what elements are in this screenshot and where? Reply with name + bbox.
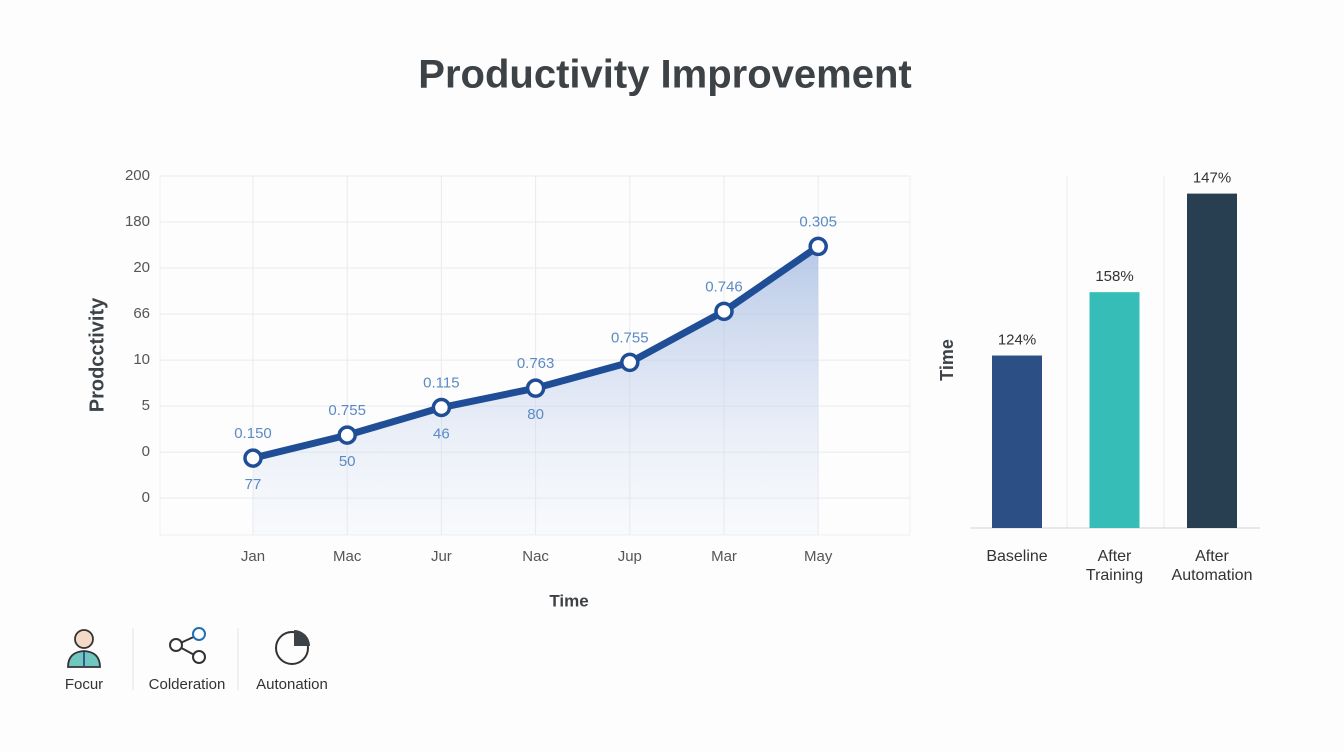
y-tick-label: 10 <box>133 351 150 368</box>
point-marker <box>714 301 734 322</box>
x-tick-label: Nac <box>522 548 549 565</box>
x-tick-label: After Automation <box>1172 548 1253 584</box>
x-tick-label: After Training <box>1086 548 1143 584</box>
point-label: 0.763 <box>517 355 555 372</box>
feature-label: Colderation <box>149 676 226 693</box>
y-tick-label: 5 <box>142 397 150 414</box>
x-tick-label: Mar <box>711 548 737 565</box>
feature-icons <box>67 627 310 690</box>
person-icon <box>67 629 101 668</box>
point-label: 0.305 <box>799 213 837 230</box>
y-tick-label: 66 <box>133 305 150 322</box>
bar <box>992 355 1042 528</box>
bar-y-axis-label: Time <box>937 339 957 381</box>
x-tick-label: Mac <box>333 548 362 565</box>
y-tick-label: 0 <box>142 489 150 506</box>
point-marker <box>620 352 640 373</box>
x-tick-label: Jur <box>431 548 452 565</box>
bar <box>1089 292 1140 528</box>
bar-label: 158% <box>1095 268 1133 285</box>
y-tick-label: 180 <box>125 213 150 230</box>
lower-label: 77 <box>245 476 262 493</box>
x-tick-label: May <box>804 548 833 565</box>
point-label: 0.115 <box>423 374 459 391</box>
x-axis-label: Time <box>549 591 588 610</box>
lower-label: 80 <box>527 406 544 423</box>
feature-label: Focur <box>65 676 103 693</box>
y-tick-label: 0 <box>142 443 150 460</box>
point-label: 0.746 <box>705 278 743 295</box>
point-marker <box>431 397 452 418</box>
page-title: Productivity Improvement <box>418 53 911 97</box>
bar-label: 124% <box>998 331 1036 348</box>
y-tick-label: 20 <box>133 259 150 276</box>
x-tick-label: Jup <box>618 548 642 565</box>
point-marker <box>243 448 263 468</box>
y-axis-label: Prodcctivity <box>86 297 108 412</box>
bar <box>1187 193 1237 528</box>
feature-label: Autonation <box>256 676 328 693</box>
point-label: 0.755 <box>328 402 366 419</box>
share-icon <box>169 627 206 664</box>
pie-icon <box>275 630 310 665</box>
x-tick-label: Baseline <box>986 548 1047 565</box>
lower-label: 50 <box>339 453 356 470</box>
point-label: 0.755 <box>611 329 649 346</box>
point-marker <box>808 236 828 257</box>
point-marker <box>337 425 357 445</box>
x-tick-label: Jan <box>241 548 265 565</box>
point-label: 0.150 <box>234 425 272 442</box>
bar-label: 147% <box>1193 170 1231 187</box>
point-marker <box>525 378 546 398</box>
lower-label: 46 <box>433 425 450 442</box>
y-tick-label: 200 <box>125 167 150 184</box>
